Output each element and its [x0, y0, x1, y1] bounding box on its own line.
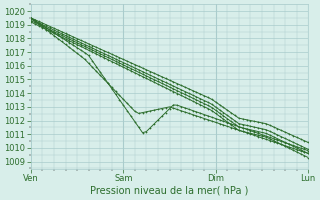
- X-axis label: Pression niveau de la mer( hPa ): Pression niveau de la mer( hPa ): [90, 186, 249, 196]
